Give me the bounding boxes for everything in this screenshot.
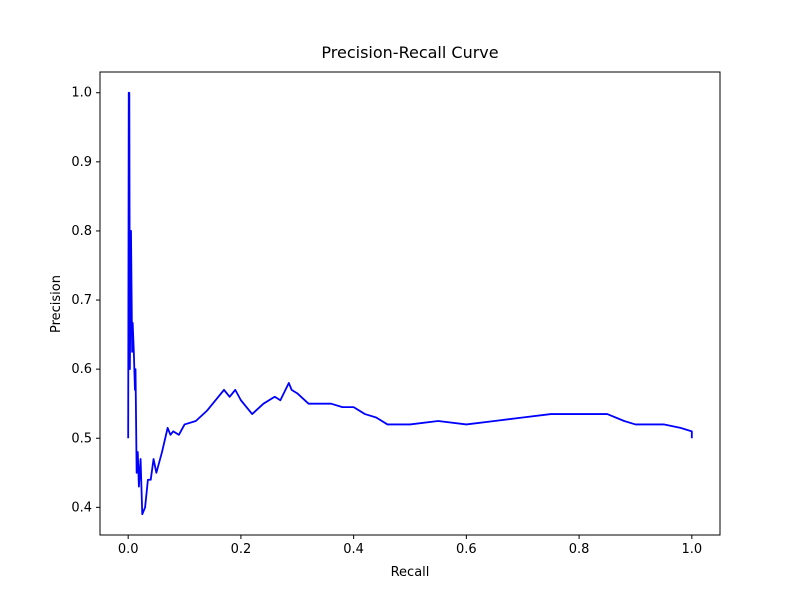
y-tick-label: 0.4 bbox=[71, 500, 92, 515]
x-tick-label: 0.0 bbox=[118, 542, 139, 557]
y-axis-label: Precision bbox=[49, 275, 64, 333]
x-tick-label: 0.4 bbox=[343, 542, 364, 557]
y-tick-label: 0.9 bbox=[71, 155, 92, 170]
x-axis-label: Recall bbox=[391, 565, 430, 580]
pr-curve bbox=[127, 91, 693, 516]
y-tick-label: 0.6 bbox=[71, 362, 92, 377]
y-tick-label: 0.7 bbox=[71, 293, 92, 308]
y-tick-label: 0.8 bbox=[71, 224, 92, 239]
chart-title: Precision-Recall Curve bbox=[321, 43, 498, 62]
x-tick-label: 0.2 bbox=[231, 542, 252, 557]
x-tick-label: 1.0 bbox=[681, 542, 702, 557]
y-tick-label: 0.5 bbox=[71, 431, 92, 446]
y-tick-label: 1.0 bbox=[71, 86, 92, 101]
x-tick-label: 0.8 bbox=[569, 542, 590, 557]
plot-frame bbox=[99, 71, 721, 536]
x-tick-label: 0.6 bbox=[456, 542, 477, 557]
